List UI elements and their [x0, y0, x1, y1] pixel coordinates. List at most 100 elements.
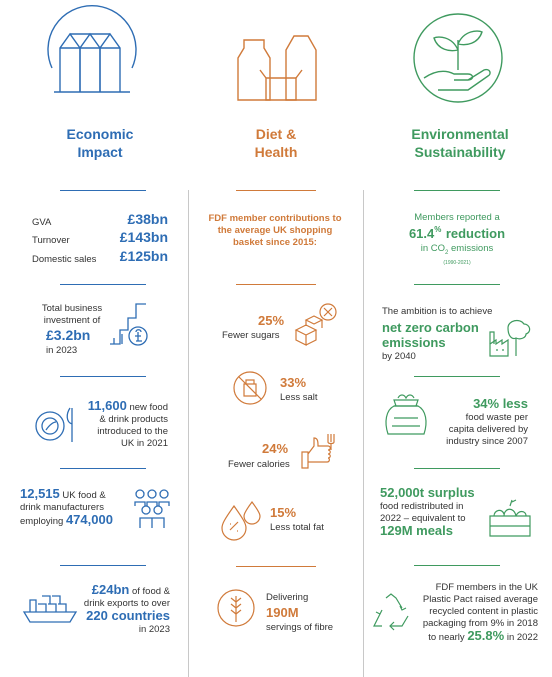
netzero-value: net zero carbon emissions	[382, 320, 479, 350]
waste-text3: industry since 2007	[446, 436, 528, 447]
fat-label: Less total fat	[270, 522, 324, 533]
divider	[60, 468, 146, 469]
emissions-sub: 2	[445, 249, 449, 256]
plastic-text2: Plastic Pact raised average	[422, 594, 538, 605]
emissions-value: 61.4	[408, 226, 435, 241]
fibre-post: servings of fibre	[266, 622, 334, 633]
diet-header-line2: Health	[254, 144, 298, 160]
surplus-block: 52,000t surplus food redistributed in 20…	[380, 485, 492, 539]
salt-value: 33%	[280, 375, 307, 390]
gva-label: GVA	[32, 217, 52, 228]
domestic-value: £125bn	[119, 248, 168, 264]
fibre-pre: Delivering	[266, 592, 309, 603]
plastic-text6: in 2022	[506, 632, 538, 643]
waste-text2: capita delivered by	[448, 424, 528, 435]
products-text1: new food	[129, 402, 168, 413]
fat-drops-icon	[221, 500, 261, 541]
products-text2: & drink products	[99, 414, 168, 425]
factory-tree-icon	[489, 319, 531, 357]
investment-value: £3.2bn	[46, 327, 91, 343]
netzero-pre: The ambition is to achieve	[382, 306, 493, 317]
emissions-word: reduction	[445, 226, 506, 241]
wheat-icon	[217, 589, 255, 627]
turnover-value: £143bn	[119, 229, 168, 245]
salt-label: Less salt	[280, 392, 318, 403]
sugar-label: Fewer sugars	[222, 330, 280, 341]
surplus-text2: 2022 – equivalent to	[380, 513, 466, 524]
cargo-ship-icon	[22, 595, 78, 623]
divider	[236, 190, 316, 191]
turnover-label: Turnover	[32, 235, 70, 246]
surplus-value: 52,000t surplus	[380, 485, 475, 500]
manufacturers-text3: employing	[20, 516, 64, 527]
economic-header-line2: Impact	[77, 144, 123, 160]
investment-chart-icon	[110, 303, 148, 346]
plastic-text1: FDF members in the UK	[435, 582, 538, 593]
calories-value: 24%	[262, 441, 289, 456]
emissions-text2: emissions	[451, 243, 494, 254]
recycle-icon	[373, 593, 409, 631]
emissions-percent: %	[434, 225, 442, 234]
surplus-text1: food redistributed in	[380, 501, 464, 512]
divider	[414, 565, 500, 566]
plate-cutlery-icon	[35, 407, 73, 442]
fat-value: 15%	[270, 505, 297, 520]
waste-text1: food waste per	[465, 412, 528, 423]
emissions-co: in CO	[420, 243, 446, 254]
diet-intro: FDF member contributions to the average …	[208, 213, 342, 248]
emissions-years: (1990-2021)	[443, 260, 471, 266]
surplus-value2: 129M meals	[380, 523, 453, 538]
grain-silo-icon	[47, 4, 137, 93]
exports-text1: of food &	[131, 586, 170, 597]
sugar-cubes-icon	[294, 303, 337, 346]
vegetable-crate-icon	[489, 499, 531, 537]
environment-header-line2: Sustainability	[414, 144, 506, 160]
environment-header: Environmental Sustainability	[390, 125, 530, 161]
products-block: 11,600 new food & drink products introdu…	[80, 399, 168, 450]
plastic-text5: to nearly	[428, 632, 465, 643]
investment-post: in 2023	[46, 345, 78, 356]
waste-value: 34% less	[473, 396, 528, 411]
plastic-text3: recycled content in plastic	[429, 606, 538, 617]
emissions-headline: 61.4% reduction	[380, 225, 534, 243]
divider	[60, 284, 146, 285]
investment-pre: Total business investment of	[41, 303, 103, 326]
economic-header-line1: Economic	[66, 126, 134, 142]
plastic-text4: packaging from 9% in 2018	[422, 618, 538, 629]
exports-value1: £24bn	[91, 582, 130, 597]
calories-label: Fewer calories	[228, 459, 290, 470]
gva-value: £38bn	[127, 211, 168, 227]
divider	[414, 190, 500, 191]
economic-header: Economic Impact	[40, 125, 160, 161]
divider	[414, 284, 500, 285]
column-separator	[188, 190, 189, 677]
diet-header: Diet & Health	[218, 125, 334, 161]
divider	[414, 468, 500, 469]
divider	[60, 565, 146, 566]
exports-block: £24bn of food & drink exports to over 22…	[70, 582, 170, 636]
manufacturers-value1: 12,515	[20, 486, 60, 501]
divider	[236, 284, 316, 285]
column-separator	[363, 190, 364, 677]
manufacturers-text1: UK food &	[62, 490, 106, 501]
divider	[60, 190, 146, 191]
emissions-pre: Members reported a	[414, 212, 500, 223]
thumbs-up-fork-icon	[301, 434, 335, 469]
divider	[60, 376, 146, 377]
domestic-label: Domestic sales	[32, 254, 97, 265]
sugar-value: 25%	[258, 313, 285, 328]
divider	[236, 566, 316, 567]
diet-header-line1: Diet &	[255, 126, 297, 142]
waste-block: 34% less food waste per capita delivered…	[428, 396, 528, 448]
exports-text2: drink exports to over	[83, 598, 170, 609]
plastic-block: FDF members in the UK Plastic Pact raise…	[404, 582, 538, 644]
products-text3: introduced to the	[97, 426, 168, 437]
people-group-icon	[134, 489, 170, 528]
products-text4: UK in 2021	[120, 438, 168, 449]
exports-text3: in 2023	[138, 624, 170, 635]
exports-value2: 220 countries	[86, 608, 170, 623]
plastic-value: 25.8%	[467, 628, 505, 643]
manufacturers-text2: drink manufacturers	[20, 502, 104, 513]
no-salt-icon	[233, 371, 267, 405]
manufacturers-block: 12,515 UK food & drink manufacturers emp…	[20, 486, 132, 528]
